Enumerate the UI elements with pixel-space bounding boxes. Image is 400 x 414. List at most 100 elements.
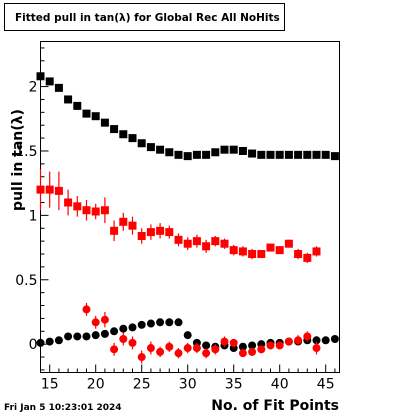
data-point	[156, 347, 165, 356]
data-point	[238, 146, 247, 155]
title-box	[4, 3, 285, 31]
data-point	[229, 246, 238, 255]
data-point	[100, 206, 109, 215]
data-point	[321, 150, 330, 159]
data-point	[100, 315, 109, 324]
data-point	[183, 239, 192, 248]
data-point	[128, 221, 137, 230]
x-tick-label: 20	[87, 377, 105, 393]
data-point	[275, 246, 284, 255]
data-point	[211, 345, 220, 354]
data-point	[192, 150, 201, 159]
data-marks	[36, 72, 339, 364]
data-point	[54, 83, 63, 92]
data-point	[110, 226, 119, 235]
data-point	[165, 148, 174, 157]
y-tick-label: 1	[29, 208, 38, 224]
data-point	[54, 186, 63, 195]
data-point	[294, 336, 303, 345]
data-point	[165, 228, 174, 237]
data-point	[156, 145, 165, 154]
timestamp: Fri Jan 5 10:23:01 2024	[4, 403, 122, 413]
data-point	[312, 344, 321, 353]
data-point	[312, 336, 321, 345]
data-point	[137, 231, 146, 240]
data-point	[110, 125, 119, 134]
data-point	[275, 150, 284, 159]
data-point	[202, 341, 211, 350]
y-tick-label: 2	[29, 80, 38, 96]
data-point	[45, 337, 54, 346]
data-point	[137, 139, 146, 148]
data-point	[36, 72, 45, 81]
data-point	[303, 332, 312, 341]
data-point	[146, 228, 155, 237]
data-point	[100, 118, 109, 127]
data-point	[266, 150, 275, 159]
data-point	[165, 318, 174, 327]
data-point	[119, 217, 128, 226]
data-point	[257, 250, 266, 259]
data-point	[183, 344, 192, 353]
axis-ticks: 15 20 25 30 35 40 45 0 0.5 1 1.5 2	[15, 47, 336, 393]
data-point	[238, 342, 247, 351]
series-1	[36, 72, 339, 161]
data-point	[202, 349, 211, 358]
data-point	[146, 143, 155, 152]
data-point	[229, 145, 238, 154]
data-point	[330, 152, 339, 161]
data-point	[36, 185, 45, 194]
x-tick-label: 15	[41, 377, 59, 393]
data-point	[64, 198, 73, 207]
data-point	[238, 349, 247, 358]
data-point	[321, 336, 330, 345]
data-point	[266, 243, 275, 252]
data-point	[73, 202, 82, 211]
y-tick-label: 0	[29, 337, 38, 353]
data-point	[211, 148, 220, 157]
y-axis-label: pull in tan(λ)	[10, 109, 26, 211]
data-point	[82, 305, 91, 314]
data-point	[174, 349, 183, 358]
data-point	[137, 320, 146, 329]
data-point	[119, 324, 128, 333]
x-tick-label: 30	[179, 377, 197, 393]
data-point	[82, 109, 91, 118]
data-point	[220, 337, 229, 346]
data-point	[248, 149, 257, 158]
data-point	[202, 150, 211, 159]
data-point	[220, 145, 229, 154]
x-tick-label: 40	[271, 377, 289, 393]
data-point	[294, 250, 303, 259]
data-point	[192, 344, 201, 353]
data-point	[248, 347, 257, 356]
chart-title: Fitted pull in tan(λ) for Global Rec All…	[15, 12, 280, 24]
data-point	[330, 335, 339, 344]
data-point	[146, 319, 155, 328]
data-point	[174, 318, 183, 327]
data-point	[45, 185, 54, 194]
data-point	[174, 235, 183, 244]
data-point	[294, 150, 303, 159]
data-point	[119, 335, 128, 344]
x-axis-label: No. of Fit Points	[211, 398, 339, 414]
y-tick-label: 0.5	[15, 273, 37, 289]
data-point	[82, 206, 91, 215]
data-point	[284, 150, 293, 159]
data-point	[192, 237, 201, 246]
data-point	[156, 318, 165, 327]
data-point	[183, 331, 192, 340]
x-tick-label: 45	[317, 377, 335, 393]
data-point	[238, 247, 247, 256]
data-point	[312, 150, 321, 159]
data-point	[220, 239, 229, 248]
data-point	[82, 332, 91, 341]
data-point	[73, 101, 82, 110]
data-point	[91, 318, 100, 327]
data-point	[91, 207, 100, 216]
data-point	[266, 341, 275, 350]
data-point	[183, 152, 192, 161]
data-point	[165, 342, 174, 351]
series-4	[82, 302, 321, 364]
